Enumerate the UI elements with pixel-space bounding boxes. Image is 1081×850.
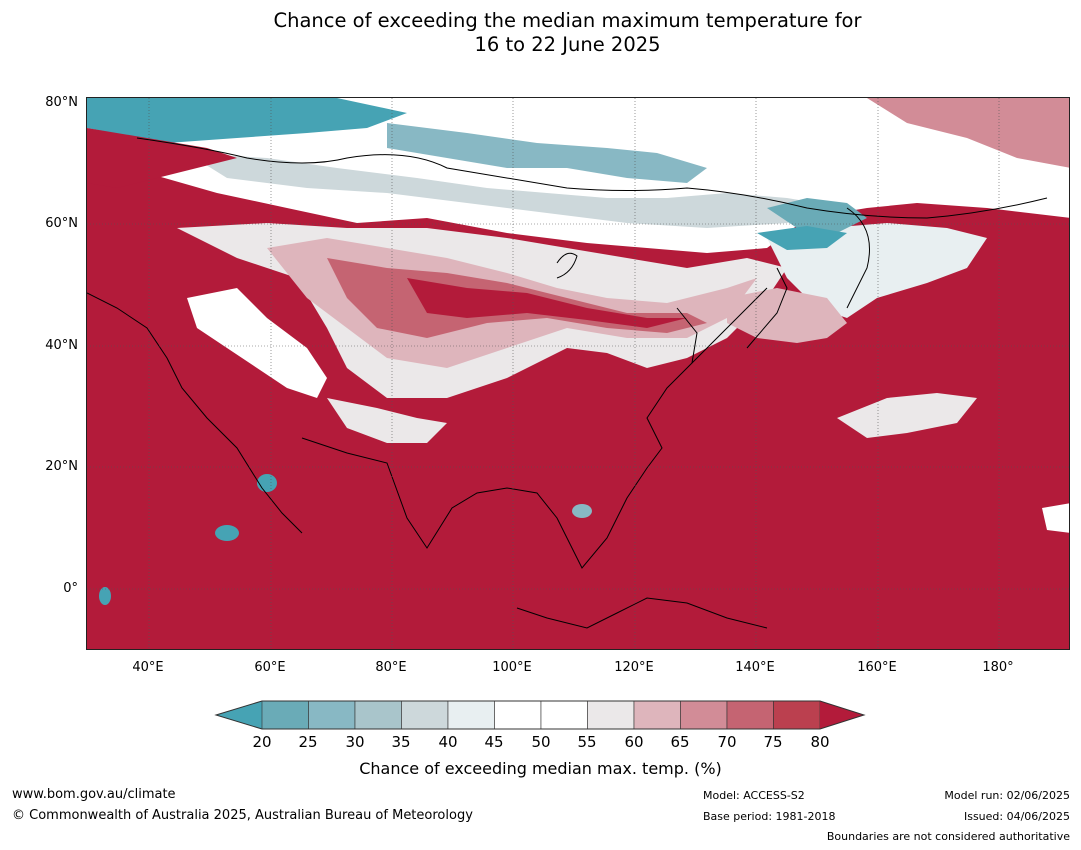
issued-text: Issued: 04/06/2025	[963, 810, 1070, 823]
cb-segment-gt80	[820, 701, 864, 729]
cb-segment-b65_70	[680, 700, 728, 730]
lat-label-80n: 80°N	[45, 95, 78, 110]
map-region-indochina-teal	[572, 504, 592, 518]
cb-tick-45: 45	[484, 733, 504, 751]
map-region-horn-teal	[215, 525, 239, 541]
title-line-1: Chance of exceeding the median maximum t…	[273, 9, 862, 32]
map-region-central-asia	[187, 288, 327, 398]
cb-segment-b55_60	[587, 700, 635, 730]
lon-label-120e: 120°E	[614, 660, 654, 675]
title-line-2: 16 to 22 June 2025	[474, 33, 661, 56]
map-region-arctic-teal-central	[387, 123, 707, 183]
cb-tick-60: 60	[624, 733, 644, 751]
cb-segment-b75_80	[773, 700, 821, 730]
map-region-tibet	[327, 398, 447, 443]
map-region-east-siberia-teal	[757, 226, 847, 250]
lon-label-80e: 80°E	[375, 660, 407, 675]
cb-tick-30: 30	[345, 733, 365, 751]
map-panel	[86, 97, 1070, 650]
website-link[interactable]: www.bom.gov.au/climate	[12, 787, 176, 802]
boundaries-note: Boundaries are not considered authoritat…	[826, 830, 1070, 843]
cb-tick-75: 75	[763, 733, 783, 751]
map-region-red-inner	[407, 278, 687, 328]
cb-tick-80: 80	[810, 733, 830, 751]
lon-label-60e: 60°E	[254, 660, 286, 675]
coastlines	[87, 137, 1048, 629]
lon-label-180: 180°	[982, 660, 1014, 675]
cb-tick-25: 25	[298, 733, 318, 751]
probability-map	[87, 98, 1069, 649]
map-region-pacific-2	[1042, 503, 1069, 533]
map-region-ne-asia-pink	[727, 288, 847, 343]
cb-segment-b45_50	[494, 700, 542, 730]
lat-label-0: 0°	[63, 581, 78, 596]
cb-segment-b70_75	[726, 700, 774, 730]
cb-tick-55: 55	[577, 733, 597, 751]
map-region-arabia-teal	[257, 474, 277, 492]
cb-tick-50: 50	[531, 733, 551, 751]
cb-tick-70: 70	[717, 733, 737, 751]
cb-segment-b50_55	[540, 700, 588, 730]
map-region-arctic-teal-west	[87, 98, 407, 143]
cb-tick-65: 65	[670, 733, 690, 751]
base-period-text: Base period: 1981-2018	[703, 810, 836, 823]
lat-label-60n: 60°N	[45, 216, 78, 231]
map-title: Chance of exceeding the median maximum t…	[0, 9, 1081, 57]
map-region-arctic-pale	[187, 153, 847, 228]
lat-label-20n: 20°N	[45, 459, 78, 474]
model-text: Model: ACCESS-S2	[703, 789, 805, 802]
cb-tick-35: 35	[391, 733, 411, 751]
cb-segment-b35_40	[401, 700, 449, 730]
lon-label-140e: 140°E	[735, 660, 775, 675]
color-bar	[214, 700, 866, 730]
cb-segment-lt20	[216, 701, 262, 729]
model-run-text: Model run: 02/06/2025	[944, 789, 1070, 802]
cb-segment-b60_65	[633, 700, 681, 730]
cb-tick-20: 20	[252, 733, 272, 751]
cb-segment-b20_25	[261, 700, 309, 730]
cb-tick-40: 40	[438, 733, 458, 751]
lon-label-100e: 100°E	[492, 660, 532, 675]
map-region-arctic-pink-east	[867, 98, 1069, 168]
map-region-madagascar-teal	[99, 587, 111, 605]
lon-label-160e: 160°E	[857, 660, 897, 675]
cb-segment-b25_30	[308, 700, 356, 730]
map-region-pacific-1	[837, 393, 977, 438]
cb-segment-b30_35	[354, 700, 402, 730]
graticule	[87, 98, 1069, 649]
cb-segment-b40_45	[447, 700, 495, 730]
lat-label-40n: 40°N	[45, 338, 78, 353]
lon-label-40e: 40°E	[132, 660, 164, 675]
copyright-text: © Commonwealth of Australia 2025, Austra…	[12, 808, 473, 823]
map-region-arctic-red-west	[87, 128, 237, 188]
color-bar-label: Chance of exceeding median max. temp. (%…	[359, 759, 722, 778]
